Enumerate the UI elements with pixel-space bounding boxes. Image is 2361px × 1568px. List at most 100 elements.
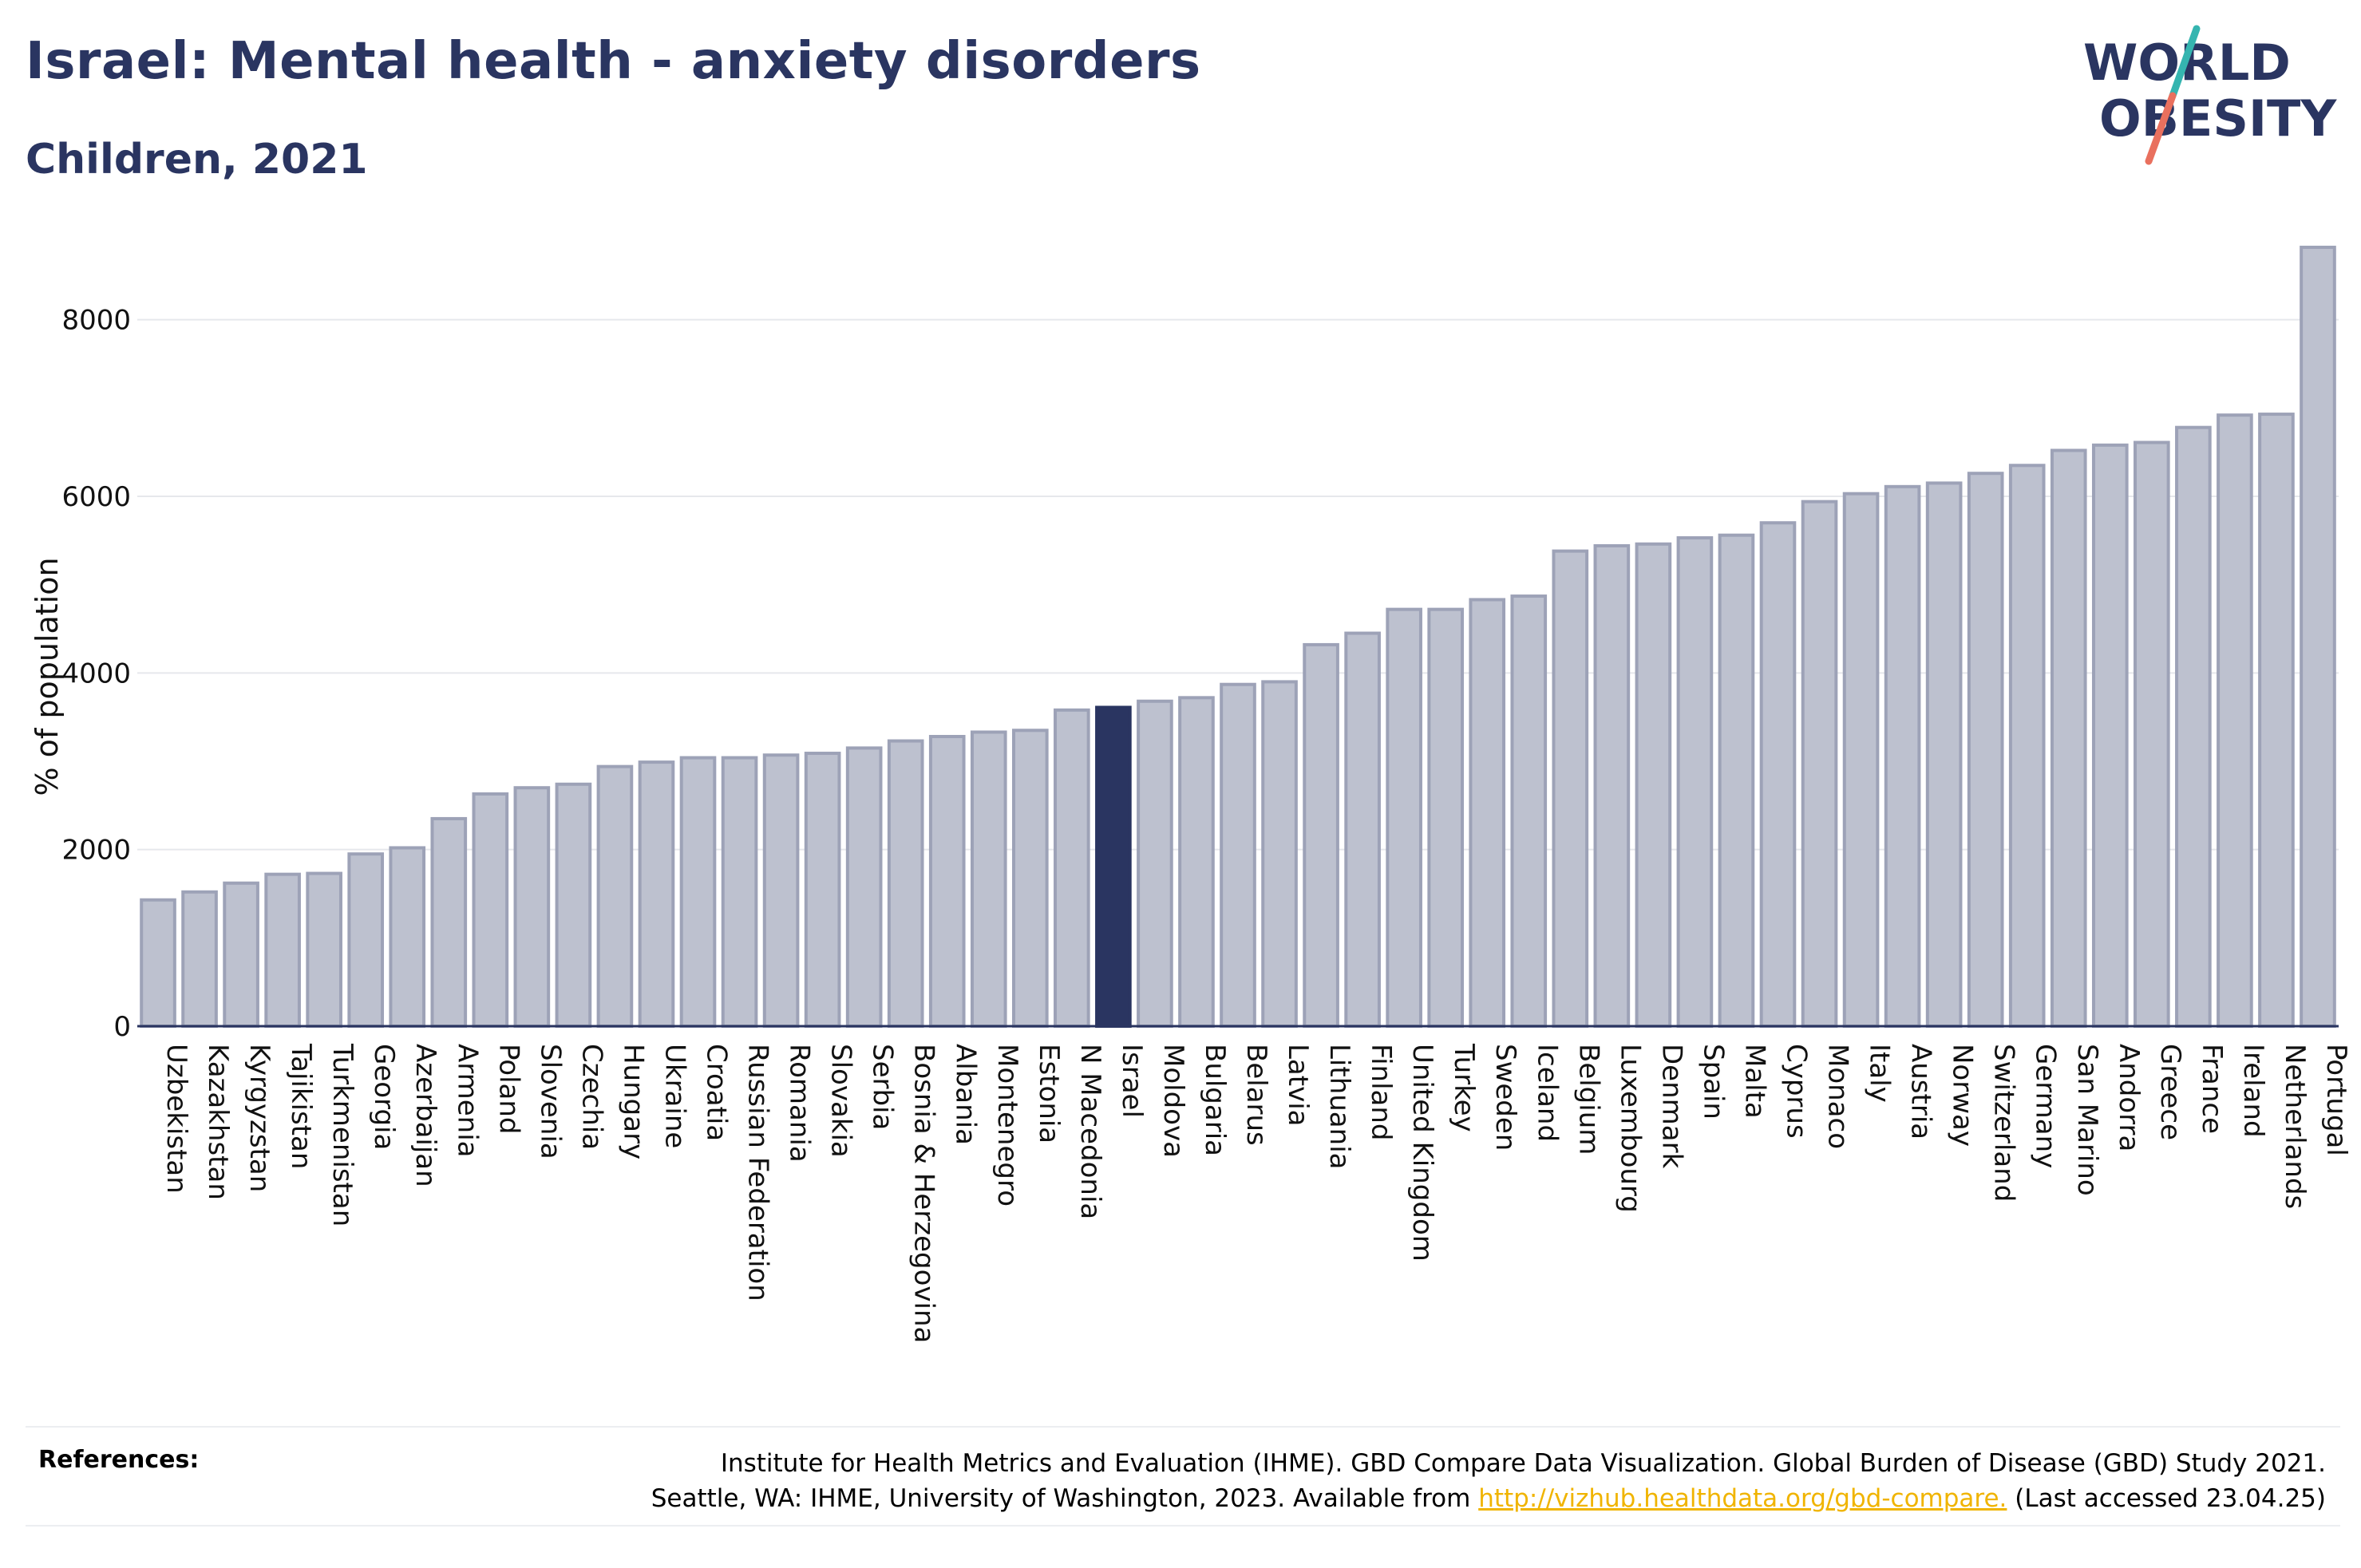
references-line-2-suffix: (Last accessed 23.04.25) <box>2007 1484 2326 1513</box>
x-tick-label: Lithuania <box>1323 1044 1355 1169</box>
x-tick-label: United Kingdom <box>1406 1044 1438 1262</box>
bar <box>513 786 551 1028</box>
x-tick-label: Uzbekistan <box>160 1044 192 1194</box>
x-tick-label: San Marino <box>2071 1044 2103 1196</box>
x-tick-label: Estonia <box>1033 1044 1065 1143</box>
x-tick-label: N Macedonia <box>1074 1044 1106 1219</box>
bar <box>1137 699 1173 1028</box>
references-line-1: Institute for Health Metrics and Evaluat… <box>720 1449 2326 1478</box>
bar <box>762 753 800 1029</box>
x-tick-label: Monaco <box>1822 1044 1854 1149</box>
x-tick-label: Cyprus <box>1780 1044 1812 1139</box>
x-tick-label: Switzerland <box>1988 1044 2020 1202</box>
bar <box>1427 607 1465 1028</box>
bar <box>845 746 883 1029</box>
bar <box>389 846 426 1029</box>
bar <box>430 816 468 1029</box>
bar <box>2091 443 2129 1028</box>
bar <box>1386 607 1422 1028</box>
bar <box>1344 631 1381 1028</box>
bar <box>1759 521 1797 1028</box>
bar <box>1801 500 1838 1028</box>
bar <box>140 898 176 1029</box>
x-tick-label: Ireland <box>2237 1044 2269 1138</box>
bar <box>2217 413 2253 1028</box>
x-tick-label: Norway <box>1947 1044 1979 1147</box>
y-tick-label: 6000 <box>61 481 131 513</box>
bar <box>679 756 717 1028</box>
x-tick-label: Spain <box>1697 1044 1729 1120</box>
x-tick-label: Andorra <box>2113 1044 2145 1151</box>
x-tick-label: Hungary <box>617 1044 649 1159</box>
x-tick-label: Kazakhstan <box>202 1044 234 1200</box>
x-tick-label: Montenegro <box>991 1044 1023 1207</box>
y-axis-label: % of population <box>30 557 65 796</box>
bar <box>1054 708 1090 1029</box>
x-tick-label: Luxembourg <box>1614 1044 1646 1213</box>
x-tick-label: Slovakia <box>825 1044 857 1158</box>
bar <box>1552 549 1589 1028</box>
bar <box>181 890 218 1028</box>
x-tick-label: Armenia <box>451 1044 483 1158</box>
x-tick-label: Romania <box>784 1044 816 1163</box>
bar <box>555 782 592 1028</box>
bar <box>1635 542 1672 1028</box>
bar <box>638 760 675 1029</box>
references-line-2: Seattle, WA: IHME, University of Washing… <box>651 1481 2326 1516</box>
bar <box>928 735 966 1028</box>
bar <box>887 739 924 1029</box>
bar <box>1593 543 1631 1028</box>
bar <box>804 752 841 1028</box>
x-tick-label: Georgia <box>368 1044 400 1150</box>
x-tick-label: Russian Federation <box>742 1044 774 1301</box>
bar <box>2258 413 2295 1028</box>
x-tick-label: France <box>2196 1044 2228 1134</box>
references-text: Institute for Health Metrics and Evaluat… <box>651 1446 2326 1516</box>
x-tick-label: Belgium <box>1572 1044 1604 1155</box>
bar <box>1303 642 1339 1028</box>
bar <box>1925 481 1963 1028</box>
x-tick-label: Sweden <box>1489 1044 1521 1151</box>
x-tick-label: Bulgaria <box>1199 1044 1231 1156</box>
x-tick-label: Turkmenistan <box>326 1043 358 1226</box>
x-tick-label: Portugal <box>2320 1044 2352 1156</box>
x-tick-label: Bosnia & Herzegovina <box>908 1044 940 1343</box>
bar <box>1011 729 1049 1028</box>
bar <box>347 852 385 1028</box>
x-tick-label: Moldova <box>1157 1044 1189 1158</box>
bar <box>1884 484 1921 1028</box>
x-tick-label: Tajikistan <box>285 1043 317 1169</box>
y-tick-label: 8000 <box>61 305 131 337</box>
references-link[interactable]: http://vizhub.healthdata.org/gbd-compare… <box>1478 1484 2007 1513</box>
x-tick-label: Netherlands <box>2279 1044 2311 1209</box>
x-tick-label: Czechia <box>575 1044 607 1150</box>
x-tick-label: Malta <box>1738 1044 1770 1119</box>
x-tick-label: Iceland <box>1531 1044 1563 1142</box>
x-tick-label: Albania <box>950 1044 982 1145</box>
x-tick-label: Israel <box>1116 1044 1148 1118</box>
x-tick-label: Austria <box>1905 1044 1937 1139</box>
x-tick-label: Latvia <box>1282 1044 1314 1127</box>
bar-chart: 0 2000 4000 6000 8000 % of population Uzbekist… <box>30 245 2352 1343</box>
bar <box>1510 594 1548 1028</box>
bar <box>2050 448 2087 1028</box>
bar <box>472 792 509 1028</box>
bar <box>1967 472 2004 1028</box>
bar-highlight <box>1095 705 1132 1028</box>
x-tick-label: Belarus <box>1240 1044 1272 1146</box>
logo-text-obesity: OBESITY <box>2099 89 2337 148</box>
x-tick-label: Serbia <box>867 1044 899 1130</box>
x-tick-label: Finland <box>1365 1044 1397 1141</box>
bar <box>2175 425 2212 1028</box>
y-tick-label: 2000 <box>61 835 131 867</box>
x-tick-label: Poland <box>492 1044 524 1135</box>
bar <box>306 871 342 1028</box>
references-label: References: <box>38 1446 200 1474</box>
x-tick-label: Ukraine <box>658 1044 690 1148</box>
y-tick-label: 4000 <box>61 658 131 689</box>
x-tick-label: Croatia <box>701 1044 733 1141</box>
bar <box>264 872 301 1028</box>
bar <box>1842 492 1880 1028</box>
x-tick-label: Azerbaijan <box>409 1044 441 1187</box>
x-tick-label: Greece <box>2154 1044 2186 1140</box>
